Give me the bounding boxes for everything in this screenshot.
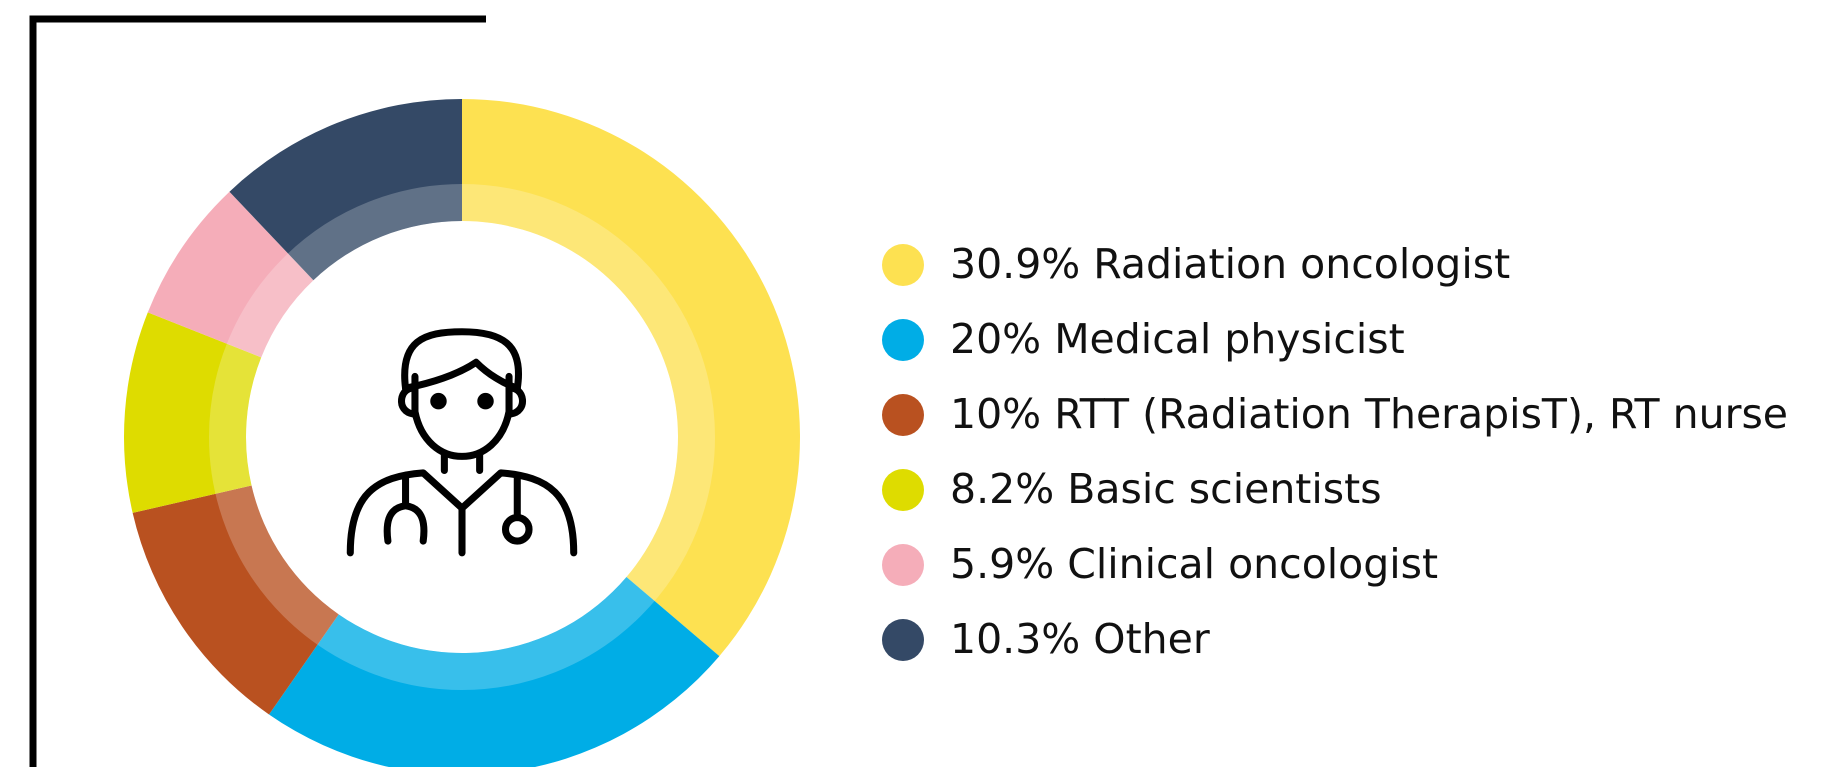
donut-slice — [132, 485, 339, 715]
legend-label: 5.9% Clinical oncologist — [950, 540, 1438, 588]
legend-name: Other — [1093, 615, 1210, 663]
legend-value: 5.9% — [950, 540, 1054, 588]
legend-label: 20% Medical physicist — [950, 315, 1405, 363]
donut-slice — [147, 191, 314, 358]
legend-value: 8.2% — [950, 465, 1054, 513]
legend-name: Radiation oncologist — [1093, 240, 1510, 288]
donut-slice — [124, 312, 262, 513]
legend-swatch — [882, 619, 924, 661]
legend-value: 20% — [950, 315, 1041, 363]
legend-name: RTT (Radiation TherapisT), RT nurse — [1054, 390, 1788, 438]
legend-swatch — [882, 469, 924, 511]
legend-swatch — [882, 544, 924, 586]
donut-slice — [462, 99, 800, 657]
legend-name: Clinical oncologist — [1067, 540, 1438, 588]
legend-value: 10% — [950, 390, 1041, 438]
frame — [29, 15, 486, 767]
donut — [124, 98, 800, 767]
legend-value: 10.3% — [950, 615, 1080, 663]
legend-name: Medical physicist — [1054, 315, 1405, 363]
legend-label: 8.2% Basic scientists — [950, 465, 1382, 513]
legend-swatch — [882, 319, 924, 361]
legend-value: 30.9% — [950, 240, 1080, 288]
inner-band — [209, 184, 715, 690]
doctor-icon — [346, 328, 578, 557]
legend-swatch — [882, 244, 924, 286]
donut-slice — [229, 98, 462, 281]
legend-label: 10.3% Other — [950, 615, 1210, 663]
legend-label: 30.9% Radiation oncologist — [950, 240, 1510, 288]
legend-swatch — [882, 394, 924, 436]
donut-slice — [269, 577, 720, 767]
legend: 30.9% Radiation oncologist 20% Medical ph… — [882, 240, 1788, 663]
legend-label: 10% RTT (Radiation TherapisT), RT nurse — [950, 390, 1788, 438]
legend-name: Basic scientists — [1067, 465, 1381, 513]
